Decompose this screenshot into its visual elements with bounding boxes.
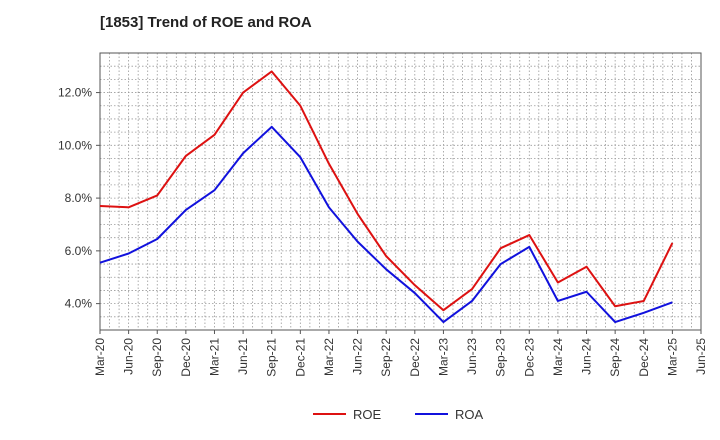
x-tick-label: Sep-21 <box>265 338 279 377</box>
x-tick-label: Dec-20 <box>179 338 193 377</box>
legend-label-roe: ROE <box>353 407 382 422</box>
x-tick-label: Jun-23 <box>465 338 479 375</box>
y-tick-label: 4.0% <box>65 297 93 311</box>
x-tick-label: Dec-24 <box>637 338 651 377</box>
x-tick-label: Sep-22 <box>379 338 393 377</box>
x-tick-label: Jun-24 <box>580 338 594 375</box>
series-line-roa <box>99 125 673 324</box>
x-tick-label: Sep-24 <box>608 338 622 377</box>
legend-label-roa: ROA <box>455 407 484 422</box>
x-tick-label: Dec-22 <box>408 338 422 377</box>
plot-border <box>99 52 702 331</box>
x-tick-label: Mar-25 <box>665 338 679 376</box>
y-tick-label: 6.0% <box>65 244 93 258</box>
x-tick-label: Mar-22 <box>322 338 336 376</box>
y-tick-label: 12.0% <box>58 86 92 100</box>
series-line-roe <box>99 70 674 312</box>
x-tick-label: Jun-25 <box>694 338 708 375</box>
x-tick-label: Mar-23 <box>436 338 450 376</box>
chart-title: [1853] Trend of ROE and ROA <box>100 14 312 31</box>
x-tick-label: Jun-21 <box>236 338 250 375</box>
x-tick-label: Dec-21 <box>293 338 307 377</box>
x-tick-label: Dec-23 <box>522 338 536 377</box>
x-tick-label: Jun-20 <box>122 338 136 375</box>
plot-area <box>100 53 701 330</box>
y-tick-label: 10.0% <box>58 138 92 152</box>
x-tick-label: Mar-24 <box>551 338 565 376</box>
y-tick-label: 8.0% <box>65 191 93 205</box>
x-tick-label: Mar-21 <box>207 338 221 376</box>
x-tick-label: Sep-23 <box>494 338 508 377</box>
x-tick-label: Mar-20 <box>93 338 107 376</box>
x-tick-label: Sep-20 <box>150 338 164 377</box>
x-tick-label: Jun-22 <box>351 338 365 375</box>
